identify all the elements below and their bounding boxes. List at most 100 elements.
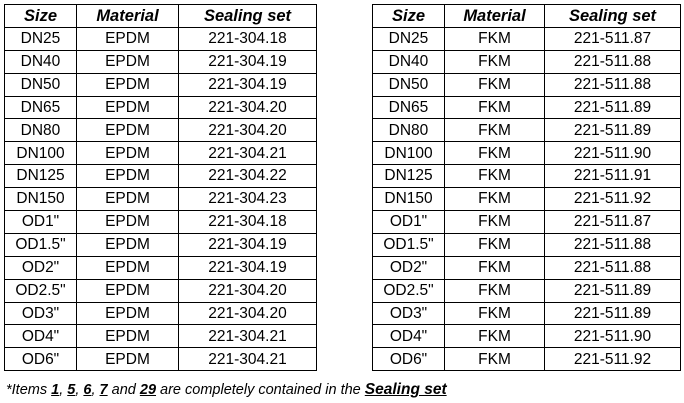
table-row: OD4" FKM 221-511.90: [372, 324, 681, 349]
material-cell: EPDM: [76, 49, 179, 74]
table-row: OD1" EPDM 221-304.18: [4, 210, 317, 234]
size-cell: DN50: [372, 72, 445, 97]
sealing-set-cell: 221-511.92: [544, 187, 681, 212]
footnote-item: 5: [67, 382, 76, 398]
footnote-item: 7: [99, 382, 108, 398]
material-cell: FKM: [444, 187, 545, 212]
table-row: OD2" FKM 221-511.88: [372, 255, 681, 280]
footnote-sealing-set-label: Sealing set: [364, 381, 447, 398]
sealing-set-cell: 221-304.20: [178, 95, 317, 120]
size-cell: DN40: [4, 49, 77, 74]
sealing-set-cell: 221-304.21: [178, 347, 317, 372]
table-row: DN80 FKM 221-511.89: [372, 118, 681, 143]
table-row: OD2.5" EPDM 221-304.20: [4, 278, 317, 303]
size-cell: DN80: [372, 118, 445, 143]
material-cell: EPDM: [76, 72, 179, 97]
footnote-separator: ,: [59, 382, 68, 398]
material-cell: EPDM: [76, 278, 179, 303]
footnote-middle: are completely contained in the: [156, 382, 365, 398]
table-row: DN100 EPDM 221-304.21: [4, 141, 317, 166]
material-cell: FKM: [444, 164, 545, 189]
table-row: OD6" FKM 221-511.92: [372, 347, 681, 372]
size-cell: DN65: [4, 95, 77, 120]
material-cell: EPDM: [76, 255, 179, 280]
size-cell: DN150: [372, 187, 445, 212]
table-row: DN80 EPDM 221-304.20: [4, 118, 317, 143]
sealing-set-cell: 221-511.90: [544, 324, 681, 349]
table-row: DN100 FKM 221-511.90: [372, 141, 681, 166]
size-cell: DN25: [4, 26, 77, 51]
material-cell: FKM: [444, 118, 545, 143]
footnote-and: and: [107, 382, 140, 398]
sealing-set-table-epdm: Size Material Sealing set DN25 EPDM 221-30…: [4, 4, 317, 372]
sealing-set-cell: 221-511.92: [544, 347, 681, 372]
header-size: Size: [4, 4, 77, 28]
material-cell: FKM: [444, 26, 545, 51]
table-row: DN150 FKM 221-511.92: [372, 187, 681, 212]
material-cell: EPDM: [76, 324, 179, 349]
table-row: DN25 EPDM 221-304.18: [4, 26, 317, 51]
size-cell: DN25: [372, 26, 445, 51]
material-cell: EPDM: [76, 210, 179, 234]
table-row: DN40 FKM 221-511.88: [372, 49, 681, 74]
header-sealing-set: Sealing set: [178, 4, 317, 28]
size-cell: DN125: [4, 164, 77, 189]
sealing-set-table-fkm: Size Material Sealing set DN25 FKM 221-511…: [372, 4, 681, 372]
material-cell: FKM: [444, 278, 545, 303]
size-cell: OD4": [4, 324, 77, 349]
size-cell: OD1": [4, 210, 77, 234]
size-cell: OD2": [372, 255, 445, 280]
table-row: DN40 EPDM 221-304.19: [4, 49, 317, 74]
sealing-set-cell: 221-304.18: [178, 210, 317, 234]
sealing-set-cell: 221-304.19: [178, 49, 317, 74]
size-cell: DN100: [372, 141, 445, 166]
table-row: OD4" EPDM 221-304.21: [4, 324, 317, 349]
header-sealing-set: Sealing set: [544, 4, 681, 28]
size-cell: OD2.5": [4, 278, 77, 303]
sealing-set-cell: 221-511.89: [544, 95, 681, 120]
header-row: Size Material Sealing set: [4, 4, 317, 28]
material-cell: FKM: [444, 72, 545, 97]
size-cell: OD6": [372, 347, 445, 372]
table-row: OD1" FKM 221-511.87: [372, 210, 681, 234]
size-cell: DN80: [4, 118, 77, 143]
material-cell: EPDM: [76, 141, 179, 166]
material-cell: FKM: [444, 49, 545, 74]
sealing-set-cell: 221-304.20: [178, 118, 317, 143]
table-row: DN50 EPDM 221-304.19: [4, 72, 317, 97]
size-cell: DN50: [4, 72, 77, 97]
header-row: Size Material Sealing set: [372, 4, 681, 28]
size-cell: DN125: [372, 164, 445, 189]
size-cell: OD1.5": [4, 232, 77, 257]
footnote-prefix: *Items: [6, 382, 52, 398]
footnote-item: 1: [51, 382, 60, 398]
header-material: Material: [76, 4, 179, 28]
size-cell: DN100: [4, 141, 77, 166]
footnote-item: 6: [83, 382, 92, 398]
sealing-set-cell: 221-511.87: [544, 26, 681, 51]
table-row: OD2" EPDM 221-304.19: [4, 255, 317, 280]
table-row: OD1.5" FKM 221-511.88: [372, 232, 681, 257]
material-cell: EPDM: [76, 26, 179, 51]
material-cell: FKM: [444, 232, 545, 257]
table-row: OD2.5" FKM 221-511.89: [372, 278, 681, 303]
material-cell: EPDM: [76, 164, 179, 189]
sealing-set-cell: 221-511.89: [544, 278, 681, 303]
sealing-set-cell: 221-304.20: [178, 301, 317, 326]
sealing-set-cell: 221-511.88: [544, 49, 681, 74]
size-cell: OD1": [372, 210, 445, 234]
table-row: OD3" FKM 221-511.89: [372, 301, 681, 326]
size-cell: OD4": [372, 324, 445, 349]
table-row: OD3" EPDM 221-304.20: [4, 301, 317, 326]
size-cell: DN65: [372, 95, 445, 120]
table-row: DN125 EPDM 221-304.22: [4, 164, 317, 189]
material-cell: EPDM: [76, 347, 179, 372]
table-row: OD6" EPDM 221-304.21: [4, 347, 317, 372]
size-cell: OD2.5": [372, 278, 445, 303]
material-cell: EPDM: [76, 187, 179, 212]
sealing-set-cell: 221-511.90: [544, 141, 681, 166]
size-cell: OD3": [372, 301, 445, 326]
material-cell: FKM: [444, 141, 545, 166]
sealing-set-cell: 221-511.87: [544, 210, 681, 234]
material-cell: EPDM: [76, 95, 179, 120]
